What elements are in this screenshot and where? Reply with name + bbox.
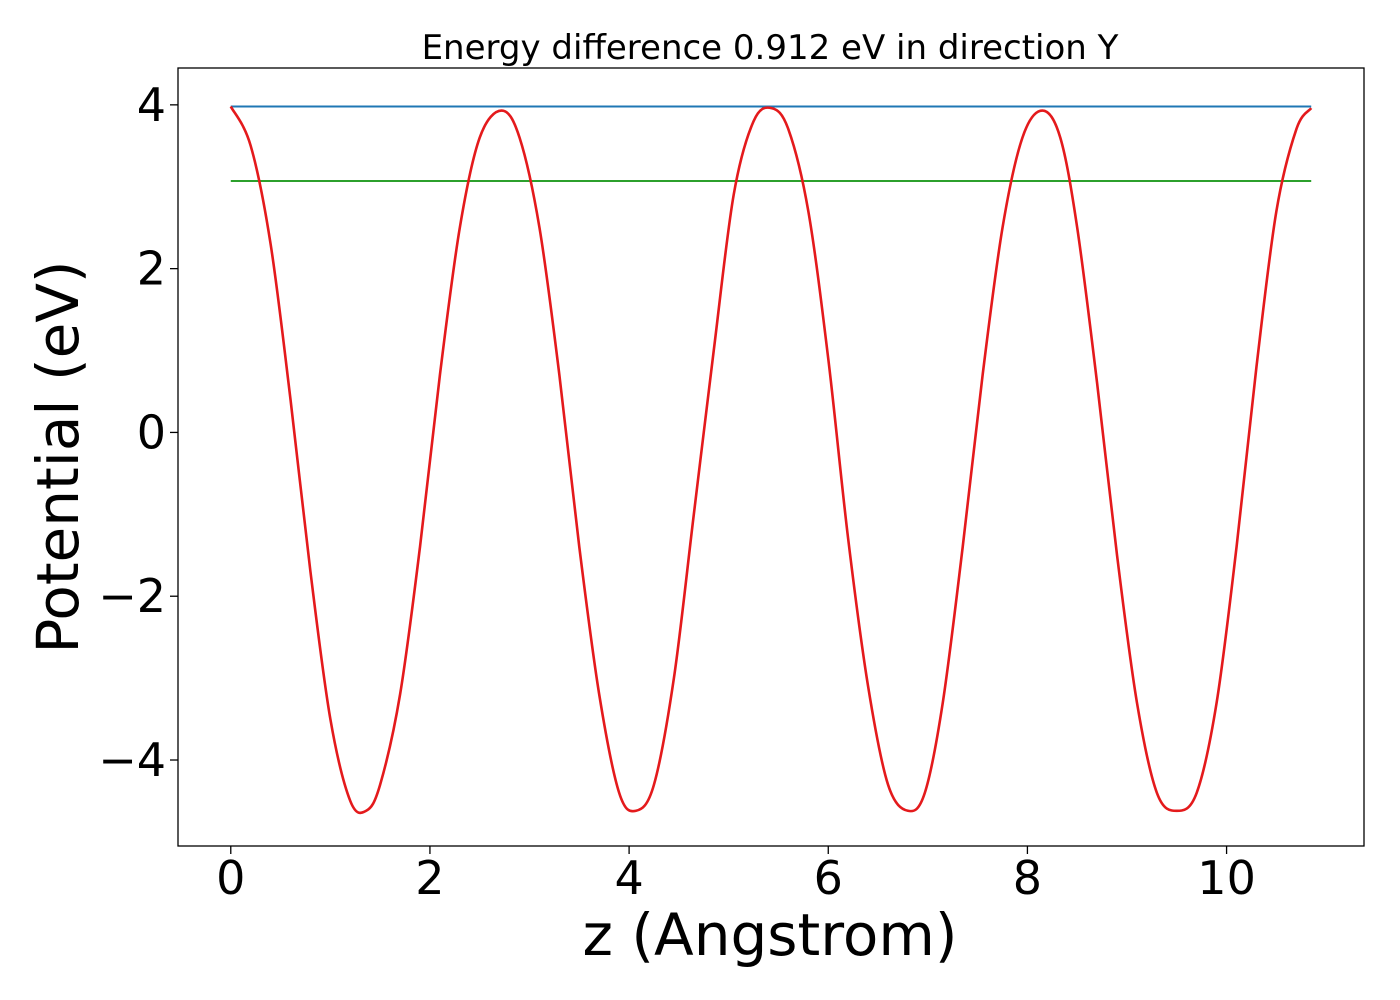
x-tick-label: 6 bbox=[814, 851, 843, 905]
y-tick-label: 2 bbox=[137, 242, 166, 296]
x-axis: 0 2 4 6 8 10 bbox=[216, 846, 1256, 905]
y-axis: −4 −2 0 2 4 bbox=[98, 78, 178, 787]
series-line-3 bbox=[229, 105, 1313, 815]
x-tick-label: 4 bbox=[614, 851, 643, 905]
x-tick-label: 2 bbox=[415, 851, 444, 905]
series-layer bbox=[229, 105, 1313, 815]
x-tick-label: 0 bbox=[216, 851, 245, 905]
x-tick-label: 8 bbox=[1013, 851, 1042, 905]
y-tick-label: −2 bbox=[98, 569, 166, 623]
y-tick-label: 4 bbox=[137, 78, 166, 132]
y-tick-label: −4 bbox=[98, 733, 166, 787]
y-axis-label: Potential (eV) bbox=[24, 260, 92, 653]
x-tick-label: 10 bbox=[1197, 851, 1256, 905]
plot-frame bbox=[177, 67, 1365, 847]
y-tick-label: 0 bbox=[137, 405, 166, 459]
chart-title: Energy difference 0.912 eV in direction … bbox=[422, 28, 1119, 68]
x-axis-label: z (Angstrom) bbox=[583, 901, 958, 969]
